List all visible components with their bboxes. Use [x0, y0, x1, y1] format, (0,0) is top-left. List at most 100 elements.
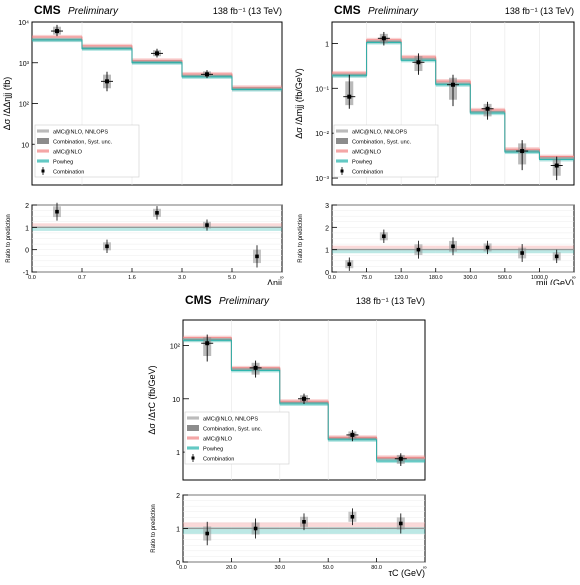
x-tick-label: ∞	[572, 275, 576, 281]
ratio-point	[302, 520, 306, 524]
x-tick-label: 0.0	[328, 275, 336, 281]
y-tick-label: 10	[21, 142, 29, 149]
x-tick-label: 3.0	[178, 275, 186, 281]
legend-entry: Combination	[352, 170, 383, 176]
ratio-band	[82, 223, 132, 228]
combination-point	[253, 365, 258, 370]
legend-entry: aMC@NLO	[352, 150, 382, 156]
combination-point	[520, 149, 525, 154]
combination-point	[398, 456, 403, 461]
x-tick-label: 180.0	[429, 275, 443, 281]
combination-point	[347, 94, 352, 99]
ratio-point	[255, 254, 259, 259]
ratio-point	[155, 211, 159, 215]
x-tick-label: ∞	[280, 275, 284, 281]
combination-point	[350, 432, 355, 437]
x-tick-label: ∞	[423, 565, 427, 571]
ratio-y-tick-label: 3	[325, 203, 329, 210]
legend-entry: Combination	[53, 170, 84, 176]
combination-point	[554, 163, 559, 168]
combination-point	[451, 82, 455, 87]
x-axis-label: τC (GeV)	[388, 568, 425, 578]
combination-point	[381, 36, 386, 41]
y-tick-label: 10²	[170, 343, 181, 350]
ratio-y-tick-label: 0	[176, 560, 180, 567]
legend-swatch	[187, 425, 199, 431]
ratio-point	[382, 234, 386, 239]
ratio-point	[451, 244, 455, 249]
legend-entry: Combination, Syst. unc.	[203, 427, 263, 433]
legend-entry: Powheg	[53, 160, 73, 166]
y-tick-label: 10	[172, 397, 180, 404]
ratio-y-tick-label: 0	[325, 270, 329, 277]
ratio-band	[132, 226, 182, 231]
y-axis-label: Δσ /ΔτC (fb/GeV)	[147, 365, 157, 434]
lumi-label: 138 fb⁻¹ (13 TeV)	[505, 6, 574, 16]
y-tick-label: 10⁻²	[315, 131, 329, 138]
chart-tauc: CMS Preliminary 138 fb⁻¹ (13 TeV)10²101Δσ …	[147, 293, 427, 578]
legend-swatch	[336, 138, 348, 144]
ratio-y-tick-label: 1	[325, 248, 329, 255]
x-tick-label: 20.0	[226, 565, 237, 571]
legend-swatch	[37, 138, 49, 144]
x-tick-label: 30.0	[274, 565, 285, 571]
y-tick-label: 10⁻¹	[315, 86, 329, 93]
x-tick-label: 1.6	[128, 275, 136, 281]
x-tick-label: 1000.0	[531, 275, 548, 281]
ratio-y-tick-label: 1	[25, 225, 29, 232]
legend-swatch	[340, 169, 344, 173]
ratio-point	[520, 251, 524, 255]
x-tick-label: 0.0	[28, 275, 36, 281]
chart-deta: CMS Preliminary 138 fb⁻¹ (13 TeV) 10⁴ 10³ 10²…	[2, 3, 284, 288]
x-tick-label: 500.0	[498, 275, 512, 281]
legend-entry: aMC@NLO, NNLOPS	[203, 417, 258, 423]
legend-swatch	[191, 456, 195, 460]
legend-entry: Combination	[203, 457, 234, 463]
y-tick-label: 1	[325, 41, 329, 48]
legend-entry: aMC@NLO, NNLOPS	[53, 130, 108, 136]
x-axis-label: mjj (GeV)	[536, 278, 574, 285]
ratio-y-tick-label: 2	[325, 225, 329, 232]
combination-point	[105, 79, 109, 84]
combination-point	[485, 106, 490, 111]
cms-label: CMS	[185, 293, 212, 307]
combination-point	[155, 51, 159, 56]
x-axis-label: Δηjj	[267, 278, 282, 285]
ratio-band	[32, 226, 82, 231]
ratio-y-axis-label: Ratio to prediction	[151, 504, 157, 552]
ratio-band	[332, 245, 367, 251]
legend-box	[34, 124, 140, 178]
cms-label: CMS	[334, 3, 361, 17]
ratio-point	[350, 514, 355, 519]
legend-swatch	[41, 169, 45, 173]
ratio-y-axis-label: Ratio to prediction	[6, 214, 12, 262]
ratio-point	[485, 245, 490, 250]
combination-point	[205, 72, 209, 77]
cms-label: CMS	[34, 3, 61, 17]
legend-entry: aMC@NLO, NNLOPS	[352, 130, 407, 136]
ratio-band	[232, 226, 282, 231]
ratio-point	[205, 223, 209, 227]
combination-point	[55, 29, 59, 34]
ratio-band	[539, 245, 574, 251]
ratio-band	[328, 522, 377, 530]
ratio-band	[132, 223, 182, 228]
x-tick-label: 80.0	[371, 565, 382, 571]
plot-frame	[331, 21, 575, 186]
ratio-band	[328, 527, 377, 534]
y-axis-label: Δσ /Δmjj (fb/GeV)	[294, 68, 304, 139]
ratio-point	[55, 209, 59, 214]
ratio-point	[416, 247, 421, 252]
x-tick-label: 75.0	[361, 275, 372, 281]
preliminary-label: Preliminary	[368, 6, 419, 17]
legend-box	[333, 124, 439, 178]
panel-deta: CMS Preliminary 138 fb⁻¹ (13 TeV) 10⁴ 10³ 10²…	[0, 0, 292, 288]
y-tick-label: 10⁴	[18, 20, 29, 27]
x-tick-label: 120.0	[394, 275, 408, 281]
plot-frame	[182, 319, 426, 481]
x-tick-label: 50.0	[323, 565, 334, 571]
ratio-y-axis-label: Ratio to prediction	[298, 214, 304, 262]
legend-entry: aMC@NLO	[203, 437, 233, 443]
legend-entry: Powheg	[352, 160, 372, 166]
ratio-band	[366, 245, 402, 251]
